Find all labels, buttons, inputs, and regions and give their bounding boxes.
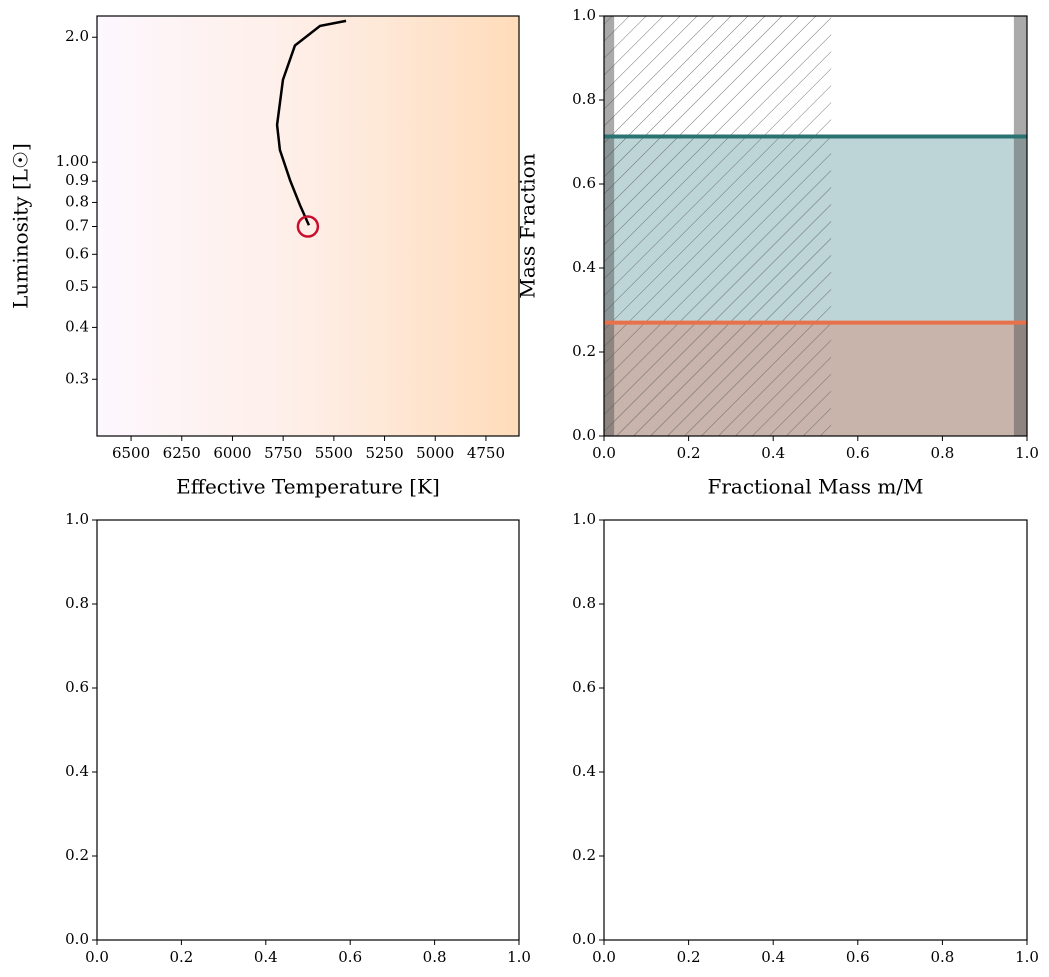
subplot: 0.0 0.2 0.4 0.6 0.8 1.0 0.0 0.2 0.4 0.6 0.8 1.0 Frac… — [516, 6, 1039, 499]
shaded-span — [604, 16, 615, 436]
y-tick-label: 0.7 — [65, 217, 89, 235]
x-axis-label: Fractional Mass m/M — [707, 475, 923, 499]
y-tick-label: 0.0 — [65, 930, 89, 948]
x-tick-label: 1.0 — [1015, 948, 1039, 966]
y-tick-label: 0.5 — [65, 277, 89, 295]
x-tick-label: 0.6 — [846, 444, 870, 462]
y-tick-label: 0.6 — [572, 174, 596, 192]
x-tick-label: 0.6 — [846, 948, 870, 966]
x-tick-label: 0.0 — [592, 444, 616, 462]
x-tick-label: 0.6 — [338, 948, 362, 966]
y-axis-label: Luminosity [L☉] — [9, 143, 33, 309]
axes-frame — [603, 519, 1028, 941]
y-tick-label: 0.6 — [572, 678, 596, 696]
x-tick-label: 0.4 — [254, 948, 278, 966]
y-tick-label: 0.8 — [572, 90, 596, 108]
y-tick-label: 1.0 — [65, 510, 89, 528]
y-tick-label: 1.0 — [572, 510, 596, 528]
y-tick-label: 0.6 — [65, 678, 89, 696]
y-tick-label: 0.4 — [572, 258, 596, 276]
axes-frame — [96, 15, 520, 437]
axes-frame — [603, 15, 1028, 437]
x-tick-label: 0.0 — [85, 948, 109, 966]
x-tick-label: 0.8 — [930, 444, 954, 462]
track-line — [275, 19, 347, 226]
y-tick-label: 1.0 — [572, 6, 596, 24]
shaded-span — [1013, 16, 1027, 436]
x-tick-label: 0.8 — [423, 948, 447, 966]
x-tick-label: 6250 — [163, 444, 201, 462]
y-tick-label: 0.2 — [65, 846, 89, 864]
x-tick-label: 0.4 — [761, 948, 785, 966]
x-tick-label: 0.8 — [930, 948, 954, 966]
x-tick-label: 0.2 — [677, 444, 701, 462]
temperature-background — [97, 16, 519, 436]
x-tick-label: 1.0 — [507, 948, 531, 966]
x-tick-label: 0.0 — [592, 948, 616, 966]
x-tick-label: 0.2 — [677, 948, 701, 966]
plot-area — [604, 16, 1027, 436]
x-tick-label: 5250 — [365, 444, 403, 462]
y-tick-label: 0.8 — [572, 594, 596, 612]
y-tick-label: 0.2 — [572, 342, 596, 360]
y-tick-label: 2.0 — [65, 27, 89, 45]
hatch-region — [604, 16, 832, 436]
x-tick-label: 5500 — [315, 444, 353, 462]
current-point — [296, 215, 320, 238]
subplot: 0.0 0.2 0.4 0.6 0.8 1.0 0.0 0.2 0.4 0.6 0.8 1.0 — [572, 510, 1039, 966]
x-axis-label: Effective Temperature [K] — [176, 475, 440, 499]
y-tick-label: 0.4 — [572, 762, 596, 780]
x-tick-label: 5000 — [416, 444, 454, 462]
y-tick-label: 0.2 — [572, 846, 596, 864]
x-tick-label: 4750 — [467, 444, 505, 462]
x-tick-label: 6000 — [213, 444, 251, 462]
y-tick-label: 0.8 — [65, 594, 89, 612]
plot-area — [97, 16, 519, 436]
y-tick-label: 0.0 — [572, 930, 596, 948]
y-tick-label: 0.4 — [65, 317, 89, 335]
x-tick-label: 0.4 — [761, 444, 785, 462]
x-tick-label: 5750 — [264, 444, 302, 462]
y-axis-label: Mass Fraction — [516, 153, 540, 298]
y-tick-label: 0.3 — [65, 369, 89, 387]
y-tick-label: 0.4 — [65, 762, 89, 780]
y-tick-label: 0.8 — [65, 192, 89, 210]
y-tick-label: 1.00 — [56, 152, 89, 170]
x-tick-label: 0.2 — [169, 948, 193, 966]
y-tick-label: 0.0 — [572, 426, 596, 444]
y-tick-label: 0.6 — [65, 244, 89, 262]
subplot: 0.0 0.2 0.4 0.6 0.8 1.0 0.0 0.2 0.4 0.6 0.8 1.0 — [65, 510, 531, 966]
axes-frame — [96, 519, 520, 941]
x-tick-label: 6500 — [112, 444, 150, 462]
y-tick-label: 0.9 — [65, 171, 89, 189]
subplot: 6500 6250 6000 5750 5500 5250 5000 4750 0.3 0.4 0.… — [9, 15, 520, 499]
x-tick-label: 1.0 — [1015, 444, 1039, 462]
